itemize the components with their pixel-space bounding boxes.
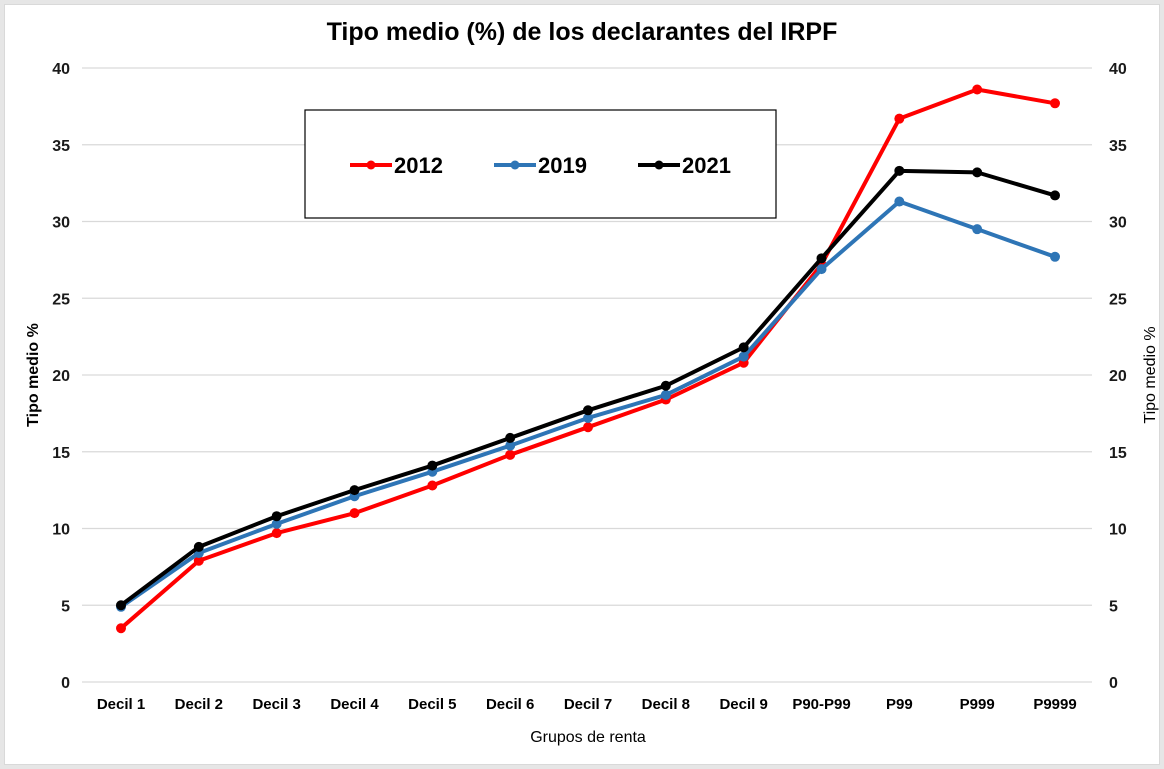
x-axis-label: Grupos de renta — [530, 729, 646, 746]
y-tick-label-left: 20 — [52, 368, 70, 385]
x-tick-label: Decil 9 — [719, 696, 767, 713]
y-axis-label-right: Tipo medio % — [1142, 326, 1159, 423]
data-point — [972, 84, 983, 95]
x-tick-label: P99 — [886, 696, 913, 713]
x-tick-label: Decil 3 — [252, 696, 300, 713]
legend-label: 2021 — [682, 153, 731, 178]
y-tick-label-left: 5 — [61, 598, 70, 615]
legend-item-2019: 2019 — [494, 153, 587, 178]
x-tick-label: Decil 4 — [330, 696, 379, 713]
chart-title: Tipo medio (%) de los declarantes del IR… — [327, 18, 838, 46]
legend-label: 2019 — [538, 153, 587, 178]
y-axis-left: 0 5 10 15 20 25 30 35 40 — [52, 61, 70, 692]
legend-label: 2012 — [394, 153, 443, 178]
legend-marker — [510, 160, 520, 170]
x-tick-label: P999 — [960, 696, 995, 713]
legend: 2012 2019 2021 — [304, 109, 777, 219]
y-tick-label-right: 35 — [1109, 138, 1127, 155]
data-point — [583, 412, 593, 423]
data-point — [427, 480, 438, 491]
series-2019 — [116, 196, 1060, 612]
data-point — [349, 508, 360, 519]
data-point — [505, 449, 516, 460]
legend-item-2021: 2021 — [638, 153, 731, 178]
y-tick-label-right: 15 — [1109, 445, 1127, 462]
x-tick-label: Decil 1 — [97, 696, 145, 713]
y-tick-label-right: 5 — [1109, 598, 1118, 615]
data-point — [349, 485, 360, 496]
y-tick-label-right: 40 — [1109, 61, 1127, 78]
data-point — [660, 380, 671, 391]
legend-marker — [654, 160, 664, 170]
data-point — [116, 600, 126, 611]
data-point — [583, 405, 593, 416]
x-tick-label: Decil 7 — [564, 696, 612, 713]
data-point — [193, 555, 204, 566]
x-tick-label: Decil 5 — [408, 696, 456, 713]
x-tick-label: P9999 — [1033, 696, 1076, 713]
x-tick-label: Decil 6 — [486, 696, 534, 713]
y-tick-label-left: 10 — [52, 522, 70, 539]
data-point — [427, 460, 438, 471]
data-point — [894, 165, 905, 176]
data-point — [1050, 251, 1060, 262]
data-point — [193, 541, 204, 552]
data-point — [816, 253, 827, 264]
x-tick-label: P90-P99 — [792, 696, 850, 713]
data-point — [271, 511, 282, 522]
y-tick-label-right: 25 — [1109, 291, 1127, 308]
y-tick-label-left: 30 — [52, 215, 70, 232]
y-tick-label-left: 25 — [52, 291, 70, 308]
y-tick-label-left: 15 — [52, 445, 70, 462]
y-axis-right: 0 5 10 15 20 25 30 35 40 — [1109, 61, 1127, 692]
x-tick-label: Decil 2 — [175, 696, 223, 713]
series-lines — [116, 84, 1060, 634]
y-tick-label-right: 0 — [1109, 675, 1118, 692]
data-point — [271, 518, 282, 529]
data-point — [583, 422, 593, 433]
y-tick-label-left: 0 — [61, 675, 70, 692]
data-point — [738, 351, 749, 362]
x-axis: Decil 1 Decil 2 Decil 3 Decil 4 Decil 5 Decil… — [97, 696, 1077, 713]
gridlines — [82, 67, 1092, 683]
data-point — [972, 224, 983, 235]
data-point — [816, 264, 827, 275]
data-point — [738, 342, 749, 353]
data-point — [271, 528, 282, 539]
data-point — [660, 389, 671, 400]
data-point — [116, 623, 126, 634]
y-tick-label-right: 10 — [1109, 522, 1127, 539]
data-point — [894, 113, 905, 124]
data-point — [1050, 98, 1060, 109]
y-axis-label-left: Tipo medio % — [25, 323, 42, 427]
data-point — [894, 196, 905, 207]
y-tick-label-left: 40 — [52, 61, 70, 78]
data-point — [505, 440, 516, 451]
series-line-2019 — [119, 199, 1056, 609]
y-tick-label-right: 30 — [1109, 215, 1127, 232]
series-2021 — [116, 165, 1060, 611]
legend-marker — [366, 160, 376, 170]
x-tick-label: Decil 8 — [642, 696, 690, 713]
data-point — [505, 432, 516, 443]
y-tick-label-right: 20 — [1109, 368, 1127, 385]
y-tick-label-left: 35 — [52, 138, 70, 155]
data-point — [1050, 190, 1060, 201]
legend-item-2012: 2012 — [350, 153, 443, 178]
data-point — [972, 167, 983, 178]
